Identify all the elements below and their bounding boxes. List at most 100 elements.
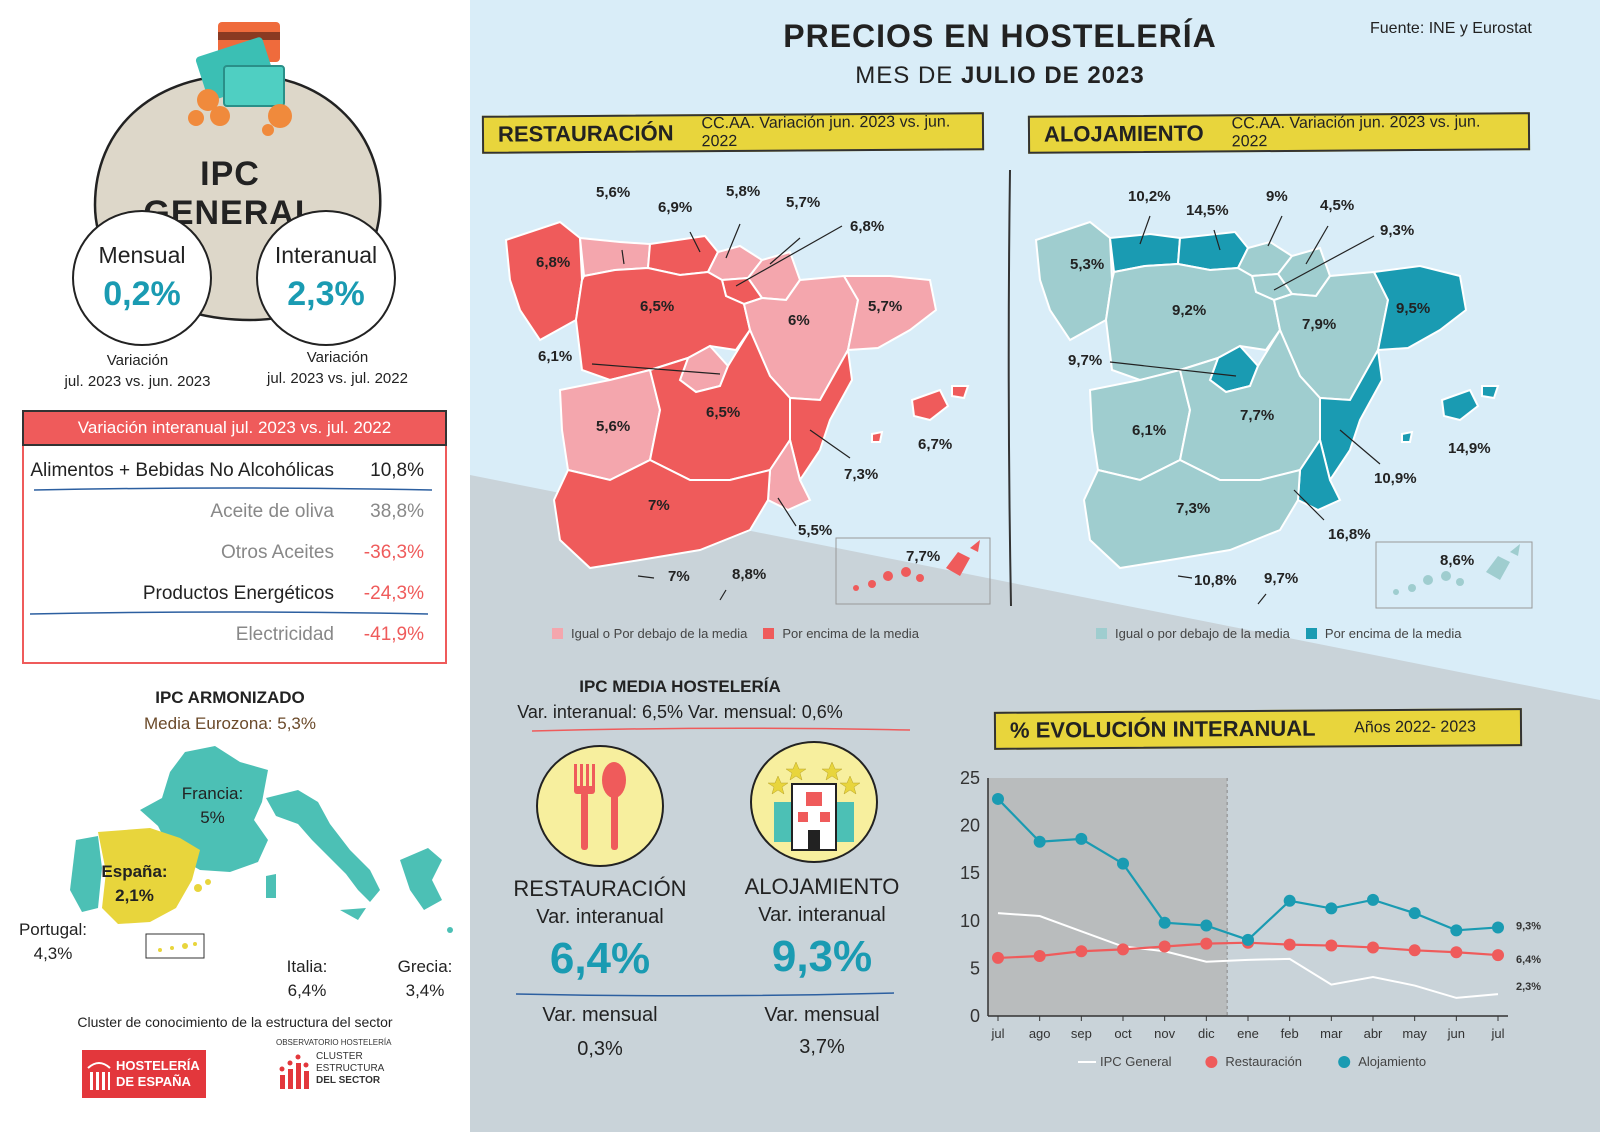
andalucia-region	[1082, 458, 1302, 570]
alojamiento-banner: ALOJAMIENTO CC.AA. Variación jun. 2023 v…	[1027, 112, 1531, 154]
grecia-label: Grecia: 3,4%	[380, 955, 470, 1003]
cantabria-region	[1176, 230, 1250, 272]
map-label: 9,2%	[1172, 302, 1207, 319]
map-label: 8,8%	[732, 566, 767, 583]
data-point	[992, 792, 1004, 805]
legend-label: Restauración	[1225, 1054, 1302, 1069]
data-point	[1200, 937, 1213, 950]
data-point	[992, 951, 1004, 964]
data-point	[1283, 938, 1296, 951]
legend-swatch-above	[1305, 628, 1317, 639]
logo1-line2: DE ESPAÑA	[116, 1074, 191, 1089]
table-row: Productos Energéticos -24,3%	[24, 583, 424, 605]
map-label: 7,9%	[1302, 316, 1337, 333]
italy-shape	[266, 790, 380, 902]
interanual-value: 2,3%	[287, 275, 365, 313]
alojamiento-map-subtitle: CC.AA. Variación jun. 2023 vs. jun. 2022	[1231, 113, 1481, 151]
map-label: 6%	[788, 312, 810, 329]
y-tick-label: 20	[960, 816, 980, 836]
page-subtitle: MES DE JULIO DE 2023	[770, 62, 1230, 90]
ipc-media-title: IPC MEDIA HOSTELERÍA	[579, 677, 781, 696]
map-label: 7,3%	[1176, 500, 1211, 517]
data-point	[1492, 921, 1504, 934]
map-label: 16,8%	[1328, 526, 1371, 543]
map-label: 6,7%	[918, 436, 953, 453]
y-tick-label: 0	[970, 1006, 980, 1026]
mensual-caption-line1: Variación	[106, 352, 169, 369]
map-label: 9,7%	[1264, 570, 1299, 587]
map-label: 6,5%	[706, 404, 741, 421]
aloj-sub: Var. interanual	[758, 904, 886, 926]
map-label: 6,5%	[640, 298, 675, 315]
alojamiento-legend: Igual o por debajo de la media Por encim…	[1096, 626, 1461, 641]
legend-swatch-below	[1096, 628, 1107, 639]
map-label: 5,6%	[596, 418, 631, 435]
data-point	[1242, 933, 1254, 946]
wallet-money-icon	[188, 22, 292, 136]
legend-label: Alojamiento	[1358, 1054, 1426, 1069]
map-label: 14,5%	[1186, 202, 1229, 219]
baleares-region	[910, 388, 950, 422]
galicia-region	[1034, 220, 1114, 342]
x-tick-label: sep	[1071, 1026, 1092, 1041]
map-label: 5,7%	[868, 298, 903, 315]
restauracion-banner: RESTAURACIÓN CC.AA. Variación jun. 2023 …	[481, 112, 985, 154]
logo2-top: OBSERVATORIO HOSTELERÍA	[276, 1038, 392, 1047]
data-point	[1117, 857, 1129, 870]
alojamiento-map	[1034, 215, 1533, 609]
cluster-text: Cluster de conocimiento de la estructura…	[77, 1014, 393, 1030]
legend-marker	[1338, 1056, 1351, 1068]
map-label: 7,7%	[1240, 407, 1275, 424]
map-label: 6,8%	[536, 254, 571, 271]
row-label: Otros Aceites	[221, 542, 334, 563]
shaded-2022-area	[988, 778, 1228, 1016]
row-value: -24,3%	[363, 583, 424, 604]
map-label: 9,7%	[1068, 352, 1103, 369]
aloj-title: ALOJAMIENTO	[744, 874, 900, 899]
data-point	[1075, 832, 1088, 845]
rest-mensual-value: 0,3%	[577, 1038, 623, 1060]
data-point	[1450, 924, 1463, 937]
variation-table-header: Variación interanual jul. 2023 vs. jul. …	[22, 410, 447, 446]
rest-mensual-label: Var. mensual	[542, 1004, 658, 1026]
ipc-armonizado-title: IPC ARMONIZADO	[155, 688, 305, 707]
end-label: 9,3%	[1516, 920, 1541, 932]
logo2-line2: ESTRUCTURA	[316, 1063, 385, 1074]
map-label: 5,5%	[798, 522, 833, 539]
map-label: 7,7%	[906, 548, 941, 565]
legend-above: Por encima de la media	[1324, 626, 1462, 641]
espana-label: España: 2,1%	[92, 860, 177, 908]
map-label: 7,3%	[844, 466, 879, 483]
cluster-logo[interactable]: OBSERVATORIO HOSTELERÍA CLUSTER ESTRUCTU…	[276, 1038, 396, 1100]
end-label: 2,3%	[1516, 981, 1541, 993]
data-point	[1408, 944, 1421, 957]
table-row: Electricidad -41,9%	[24, 624, 424, 646]
map-label: 6,8%	[850, 218, 885, 235]
evolucion-subtitle: Años 2022- 2023	[1354, 718, 1477, 737]
map-label: 5,7%	[786, 194, 821, 211]
logo1-line1: HOSTELERÍA	[116, 1058, 200, 1073]
hosteleria-logo[interactable]: HOSTELERÍA DE ESPAÑA	[82, 1050, 206, 1098]
ipc-media-line: Var. interanual: 6,5% Var. mensual: 0,6%	[517, 702, 843, 722]
mensual-caption: Variación jul. 2023 vs. jun. 2023	[50, 350, 225, 392]
y-tick-label: 25	[960, 768, 980, 788]
variation-table-box	[22, 446, 447, 664]
galicia-region	[504, 220, 584, 342]
map-label: 7%	[668, 568, 690, 585]
data-point	[1408, 907, 1421, 920]
interanual-caption-line1: Variación	[306, 349, 369, 366]
interanual-circle: Interanual 2,3%	[256, 210, 396, 346]
data-point	[1158, 916, 1171, 929]
baleares-region	[1440, 388, 1480, 422]
francia-name: Francia:	[181, 784, 244, 803]
portugal-value: 4,3%	[33, 944, 73, 963]
right-panel: PRECIOS EN HOSTELERÍA MES DE JULIO DE 20…	[470, 0, 1600, 1132]
row-label: Productos Energéticos	[142, 583, 334, 604]
restauracion-map	[504, 220, 991, 605]
subtitle-bold: JULIO DE 2023	[960, 62, 1145, 89]
portugal-label: Portugal: 4,3%	[8, 918, 98, 966]
logo2-line1: CLUSTER	[316, 1051, 363, 1062]
data-point	[1158, 940, 1171, 953]
row-label: Alimentos + Bebidas No Alcohólicas	[30, 460, 334, 481]
alojamiento-map-title: ALOJAMIENTO	[1043, 120, 1204, 147]
